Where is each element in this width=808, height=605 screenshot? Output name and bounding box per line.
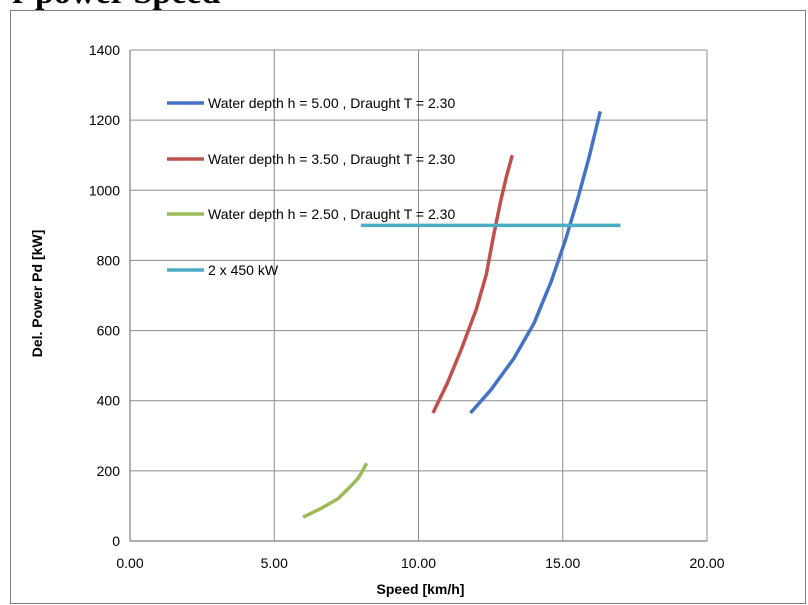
x-tick-label: 15.00 — [545, 555, 580, 571]
y-axis-title: Del. Power Pd [kW] — [29, 230, 45, 358]
legend-label-4: 2 x 450 kW — [208, 262, 279, 278]
y-tick-label: 600 — [97, 323, 121, 339]
series-line-2 — [431, 154, 514, 414]
y-tick-label: 0 — [112, 533, 120, 549]
legend-label-1: Water depth h = 5.00 , Draught T = 2.30 — [208, 95, 455, 111]
x-tick-label: 10.00 — [401, 555, 436, 571]
chart-frame — [10, 10, 806, 604]
legend-label-2: Water depth h = 3.50 , Draught T = 2.30 — [208, 151, 455, 167]
y-tick-label: 1000 — [89, 182, 120, 198]
axes: 0 200 400 600 800 1000 1200 1400 0.00 5.00 10.00 15… — [89, 42, 725, 571]
y-tick-label: 800 — [97, 252, 121, 268]
legend: Water depth h = 5.00 , Draught T = 2.30 W… — [167, 95, 455, 278]
x-tick-label: 5.00 — [261, 555, 288, 571]
y-tick-label: 1400 — [89, 42, 120, 58]
y-tick-label: 400 — [97, 393, 121, 409]
series-line-1 — [469, 110, 602, 415]
y-tick-label: 200 — [97, 463, 121, 479]
y-tick-label: 1200 — [89, 112, 120, 128]
x-axis-title: Speed [km/h] — [377, 581, 465, 597]
series-lines — [302, 110, 621, 519]
series-line-3 — [302, 462, 369, 519]
x-tick-label: 0.00 — [116, 555, 143, 571]
page-title: r power Speed — [12, 0, 220, 12]
x-tick-label: 20.00 — [689, 555, 724, 571]
legend-label-3: Water depth h = 2.50 , Draught T = 2.30 — [208, 206, 455, 222]
gridlines — [129, 49, 708, 542]
